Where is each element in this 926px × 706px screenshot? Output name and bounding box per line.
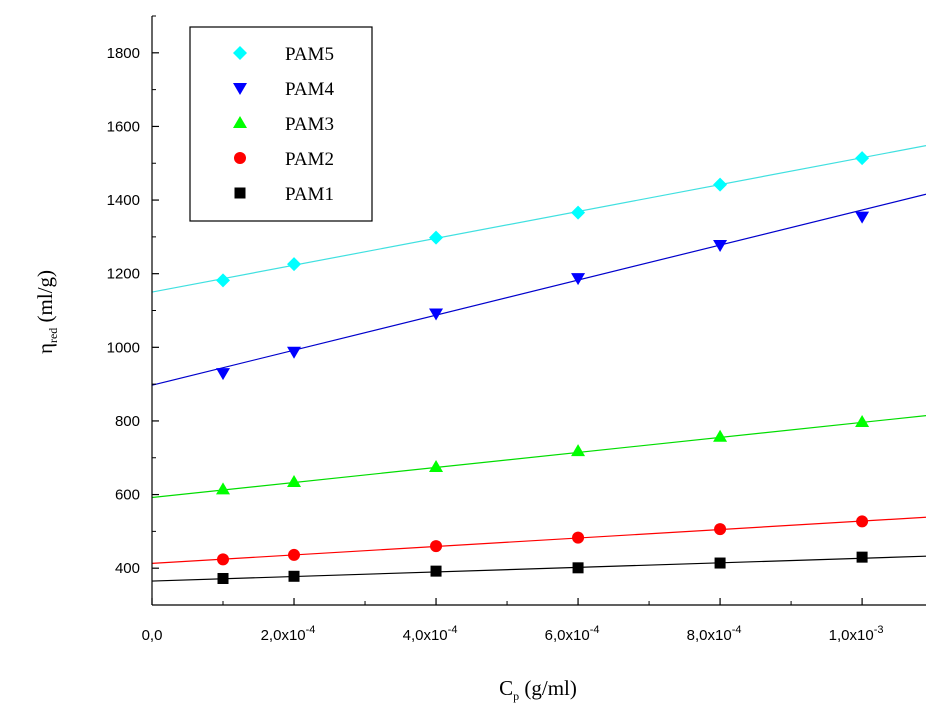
legend-label-pam5: PAM5: [285, 44, 334, 65]
y-tick-label: 1200: [107, 266, 140, 283]
data-point-pam2: [217, 553, 230, 566]
legend-box: [189, 26, 373, 222]
x-tick-label: 8,0x10-4: [687, 624, 742, 644]
fit-line-pam5: [152, 145, 926, 293]
data-point-pam5: [571, 205, 586, 220]
fit-line-pam3: [152, 415, 926, 499]
data-point-pam4: [216, 368, 231, 381]
data-point-pam5: [287, 257, 302, 272]
legend: PAM5 PAM4 PAM3 PAM2 PAM1: [189, 26, 373, 222]
legend-marker-pam1: [234, 187, 246, 199]
legend-marker-pam2: [234, 152, 246, 164]
data-point-pam5: [216, 273, 231, 288]
data-point-pam3: [571, 444, 586, 457]
y-tick-label: 800: [115, 413, 140, 430]
legend-marker-pam5: [233, 46, 247, 60]
y-tick-label: 400: [115, 560, 140, 577]
y-tick-label: 1400: [107, 192, 140, 209]
data-point-pam4: [713, 239, 728, 252]
fit-line-pam4: [152, 193, 926, 386]
data-point-pam4: [429, 308, 444, 321]
y-axis-title: ηred (ml/g): [33, 270, 60, 354]
data-point-pam4: [855, 211, 870, 224]
fit-line-pam1: [152, 555, 926, 582]
data-point-pam5: [429, 230, 444, 245]
data-point-pam3: [713, 429, 728, 442]
x-tick-label: 4,0x10-4: [403, 624, 458, 644]
y-tick-label: 1800: [107, 45, 140, 62]
ticks: 400 600 800 1000 1200 1400 1600 1800 0,0 2,0x10-4…: [107, 15, 884, 644]
data-point-pam1: [856, 551, 868, 563]
data-point-pam4: [571, 273, 586, 286]
data-point-pam2: [288, 548, 301, 561]
x-axis-title: Cp (g/ml): [499, 676, 577, 703]
data-point-pam1: [217, 572, 229, 584]
data-point-pam1: [430, 565, 442, 577]
data-point-pam2: [856, 515, 869, 528]
fit-lines: [152, 145, 926, 582]
x-tick-label: 6,0x10-4: [545, 624, 600, 644]
legend-label-pam2: PAM2: [285, 149, 334, 170]
data-point-pam3: [855, 415, 870, 428]
legend-label-pam3: PAM3: [285, 114, 334, 135]
x-tick-label: 2,0x10-4: [261, 624, 316, 644]
data-point-pam1: [288, 570, 300, 582]
data-points: [216, 151, 870, 584]
data-point-pam2: [572, 531, 585, 544]
legend-marker-pam3: [233, 116, 247, 128]
legend-label-pam4: PAM4: [285, 79, 334, 100]
data-point-pam5: [713, 177, 728, 192]
data-point-pam1: [572, 562, 584, 574]
data-point-pam5: [855, 151, 870, 166]
data-point-pam2: [714, 523, 727, 536]
data-point-pam3: [429, 459, 444, 472]
y-tick-label: 600: [115, 487, 140, 504]
y-tick-label: 1000: [107, 339, 140, 356]
data-point-pam1: [714, 557, 726, 569]
data-point-pam2: [430, 540, 443, 553]
fit-line-pam2: [152, 516, 926, 565]
legend-label-pam1: PAM1: [285, 184, 334, 205]
data-point-pam3: [216, 482, 231, 495]
legend-marker-pam4: [233, 83, 247, 95]
y-tick-label: 1600: [107, 118, 140, 135]
data-point-pam4: [287, 346, 302, 359]
x-tick-label: 1,0x10-3: [829, 624, 884, 644]
x-tick-label: 0,0: [142, 627, 163, 644]
data-point-pam3: [287, 475, 302, 488]
